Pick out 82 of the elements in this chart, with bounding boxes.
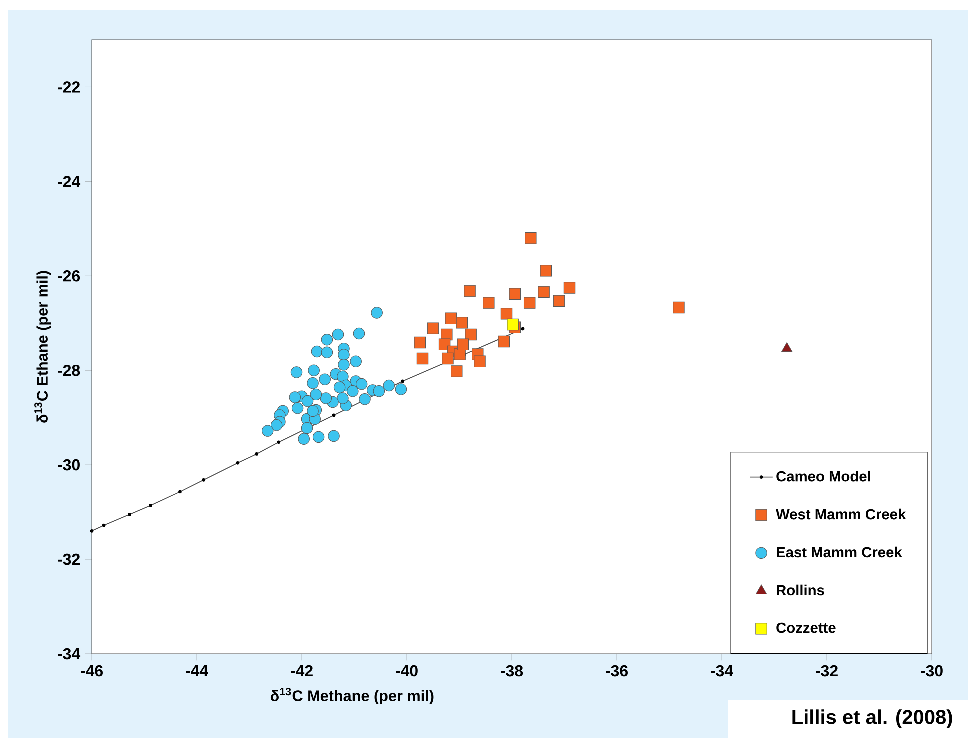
point <box>350 356 362 368</box>
legend-label: Cozzette <box>776 622 836 634</box>
point <box>319 374 331 386</box>
point <box>337 370 349 383</box>
point <box>262 425 274 437</box>
x-tick-label: -40 <box>396 665 418 677</box>
point <box>451 366 463 378</box>
point <box>359 394 371 406</box>
x-tick-label: -34 <box>711 665 734 677</box>
point <box>373 386 386 398</box>
y-tick-label: -34 <box>58 648 81 660</box>
point <box>328 430 340 442</box>
x-tick-label: -38 <box>501 665 524 677</box>
text: Lillis et al. (2008) <box>792 710 952 728</box>
point <box>353 328 366 340</box>
x-tick-label: -30 <box>921 665 943 677</box>
point <box>334 382 346 394</box>
y-tick-label: -24 <box>58 176 81 188</box>
point <box>464 285 476 298</box>
point <box>524 297 536 309</box>
y-tick-label: -26 <box>58 270 80 282</box>
point <box>483 297 495 309</box>
point <box>553 295 566 308</box>
point <box>454 348 466 360</box>
legend-label: West Mamm Creek <box>776 508 906 520</box>
point <box>292 402 304 414</box>
point <box>540 265 552 277</box>
point <box>445 312 457 325</box>
legend-label: East Mamm Creek <box>777 546 902 558</box>
point <box>312 431 325 444</box>
point <box>564 282 576 294</box>
point <box>500 308 513 320</box>
point <box>308 364 320 376</box>
point <box>290 366 303 378</box>
point <box>371 307 383 319</box>
point <box>442 352 454 365</box>
legend-label: Rollins <box>777 584 824 596</box>
point <box>383 380 396 392</box>
point <box>525 232 537 244</box>
point <box>498 336 510 348</box>
y-tick-label: -32 <box>58 554 80 566</box>
point <box>538 286 550 298</box>
x-tick-label: -46 <box>81 665 103 677</box>
point <box>416 352 429 365</box>
y-axis-title: δ$^{13}$C Ethane (per mil) <box>34 271 52 423</box>
legend-label: Cameo Model <box>776 470 870 482</box>
point <box>356 378 368 390</box>
point <box>507 318 519 331</box>
point <box>301 422 314 434</box>
point <box>298 433 310 445</box>
point <box>270 420 283 432</box>
y-tick-label: -28 <box>58 364 80 376</box>
point <box>465 328 477 341</box>
x-tick-label: -44 <box>186 665 208 676</box>
point <box>338 349 350 361</box>
point <box>337 392 349 404</box>
point <box>347 386 359 398</box>
point <box>457 338 470 350</box>
point <box>474 356 486 368</box>
y-tick-label: -30 <box>58 459 80 471</box>
point <box>289 392 302 404</box>
point <box>307 377 319 390</box>
point <box>332 328 344 341</box>
point <box>302 395 314 408</box>
point <box>338 359 350 371</box>
point <box>311 346 324 358</box>
x-tick-label: -42 <box>291 665 313 677</box>
x-tick-label: -36 <box>606 665 628 677</box>
point <box>509 288 522 300</box>
point <box>414 336 426 349</box>
point <box>395 384 408 396</box>
point <box>427 322 440 334</box>
point <box>456 317 468 329</box>
y-tick-label: -22 <box>58 82 80 93</box>
point <box>321 334 334 346</box>
x-axis-title: δ$^{13}$C Methane (per mil) <box>270 688 434 705</box>
point <box>321 346 334 359</box>
point <box>320 392 332 404</box>
point <box>307 405 319 418</box>
x-tick-label: -32 <box>816 665 838 677</box>
point <box>310 388 322 401</box>
point <box>673 302 685 314</box>
